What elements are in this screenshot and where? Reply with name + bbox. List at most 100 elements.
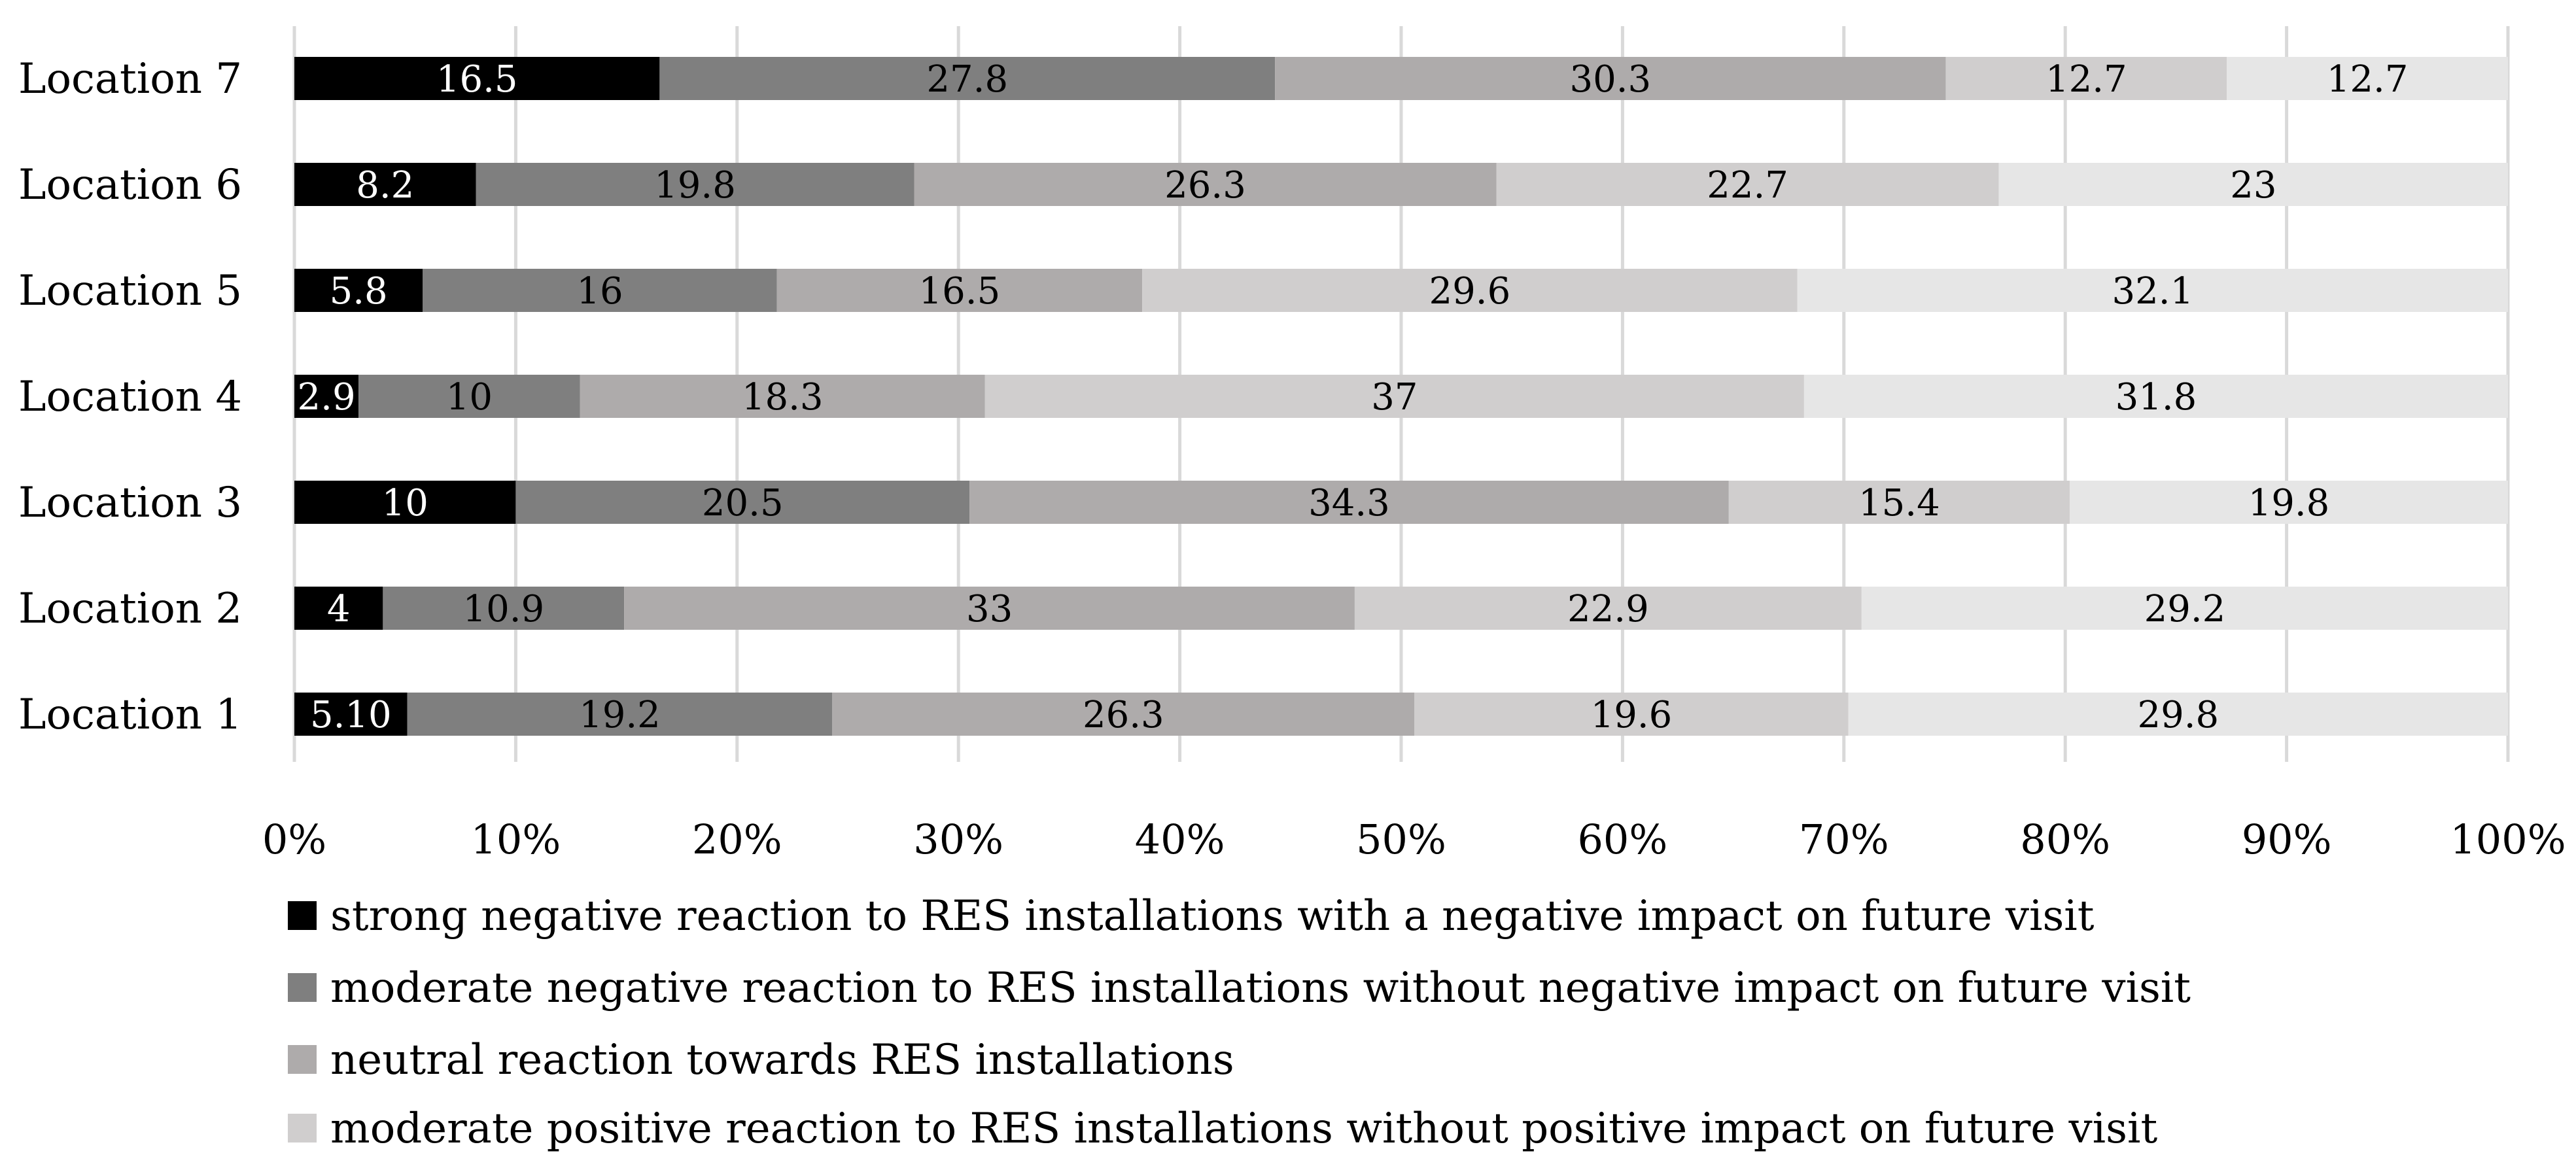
bar-segment — [832, 693, 1415, 736]
bar-segment — [294, 375, 359, 418]
legend-swatch — [288, 973, 317, 1002]
data-label: 18.3 — [742, 376, 824, 419]
data-label: 37 — [1371, 376, 1418, 419]
x-tick-label: 10% — [470, 816, 561, 863]
data-label: 20.5 — [702, 482, 784, 524]
data-label: 29.8 — [2137, 694, 2219, 736]
data-label: 10.9 — [462, 588, 544, 630]
bar-segment — [2069, 481, 2508, 524]
bar-segment — [1414, 693, 1849, 736]
data-label: 22.9 — [1567, 588, 1649, 630]
data-label: 19.8 — [654, 164, 736, 207]
bar-segments — [294, 57, 2508, 736]
x-tick-label: 40% — [1135, 816, 1225, 863]
data-label: 12.7 — [2327, 58, 2409, 101]
legend-swatch — [288, 901, 317, 930]
bar-segment — [294, 481, 516, 524]
category-labels: Location 7 Location 6 Location 5 Location 4… — [18, 55, 242, 739]
category-label: Location 1 — [18, 691, 242, 739]
data-label: 16 — [576, 270, 623, 313]
data-label: 12.7 — [2045, 58, 2127, 101]
data-label: 31.8 — [2115, 376, 2197, 419]
category-label: Location 7 — [18, 55, 242, 103]
data-label: 26.3 — [1083, 694, 1164, 736]
bar-segment — [1797, 269, 2508, 312]
bar-segment — [476, 163, 914, 206]
data-label: 33 — [966, 588, 1013, 630]
bar-segment — [294, 57, 660, 100]
data-label: 29.2 — [2144, 588, 2226, 630]
data-label: 2.9 — [298, 376, 356, 419]
data-label: 4 — [327, 588, 351, 630]
legend-swatch — [288, 1114, 317, 1142]
x-axis-tick-labels: 0% 10% 20% 30% 40% 50% 60% 70% 80% 90% 100% — [262, 816, 2566, 863]
category-label: Location 5 — [18, 267, 242, 315]
data-label: 5.10 — [310, 694, 392, 736]
data-label: 10 — [446, 376, 493, 419]
category-label: Location 2 — [18, 585, 242, 633]
legend-label: moderate negative reaction to RES instal… — [330, 964, 2191, 1012]
data-label: 23 — [2230, 164, 2276, 207]
bar-segment — [383, 587, 625, 630]
legend-swatch — [288, 1045, 317, 1074]
x-tick-label: 60% — [1577, 816, 1667, 863]
legend-label: moderate positive reaction to RES instal… — [330, 1105, 2157, 1153]
bar-segment — [358, 375, 580, 418]
data-label: 16.5 — [436, 58, 518, 101]
bar-segment — [1803, 375, 2508, 418]
bar-segment — [914, 163, 1497, 206]
data-label: 19.2 — [579, 694, 661, 736]
bar-segment — [294, 587, 383, 630]
legend-label: neutral reaction towards RES installatio… — [330, 1036, 1234, 1084]
data-label: 16.5 — [919, 270, 1001, 313]
data-label: 22.7 — [1707, 164, 1788, 207]
legend: strong negative reaction to RES installa… — [288, 892, 2191, 1153]
bar-segment — [624, 587, 1355, 630]
data-label: 27.8 — [926, 58, 1008, 101]
x-tick-label: 20% — [692, 816, 782, 863]
bar-segment — [1728, 481, 2070, 524]
bar-segment — [1142, 269, 1798, 312]
x-tick-label: 50% — [1356, 816, 1446, 863]
bar-segment — [659, 57, 1276, 100]
bar-segment — [1861, 587, 2508, 630]
data-label: 5.8 — [330, 270, 388, 313]
bar-segment — [1848, 693, 2508, 736]
bar-segment — [294, 269, 423, 312]
bar-segment — [294, 163, 476, 206]
data-label: 19.8 — [2248, 482, 2330, 524]
bar-segment — [294, 693, 408, 736]
x-tick-label: 90% — [2242, 816, 2332, 863]
category-label: Location 6 — [18, 161, 242, 209]
category-label: Location 3 — [18, 479, 242, 527]
bar-segment — [1496, 163, 1999, 206]
x-tick-label: 70% — [1799, 816, 1889, 863]
data-label: 30.3 — [1569, 58, 1651, 101]
bar-segment — [1275, 57, 1946, 100]
legend-label: strong negative reaction to RES installa… — [330, 892, 2095, 940]
data-label: 29.6 — [1429, 270, 1511, 313]
data-label: 19.6 — [1591, 694, 1673, 736]
x-tick-label: 100% — [2450, 816, 2566, 863]
data-label: 10 — [382, 482, 428, 524]
bar-segment — [1998, 163, 2508, 206]
x-tick-label: 30% — [913, 816, 1003, 863]
bar-segment — [776, 269, 1143, 312]
bar-segment — [969, 481, 1729, 524]
data-labels: 16.5 27.8 30.3 12.7 12.7 8.2 19.8 26.3 22.7 23 5.8… — [298, 58, 2409, 736]
x-tick-label: 0% — [262, 816, 326, 863]
bar-segment — [515, 481, 970, 524]
bar-segment — [423, 269, 777, 312]
data-label: 8.2 — [356, 164, 414, 207]
bar-segment — [407, 693, 833, 736]
data-label: 15.4 — [1858, 482, 1940, 524]
data-label: 34.3 — [1308, 482, 1390, 524]
bar-segment — [2227, 57, 2508, 100]
bar-segment — [984, 375, 1804, 418]
x-tick-label: 80% — [2020, 816, 2110, 863]
category-label: Location 4 — [18, 373, 242, 421]
data-label: 32.1 — [2112, 270, 2194, 313]
data-label: 26.3 — [1164, 164, 1246, 207]
bar-segment — [580, 375, 985, 418]
